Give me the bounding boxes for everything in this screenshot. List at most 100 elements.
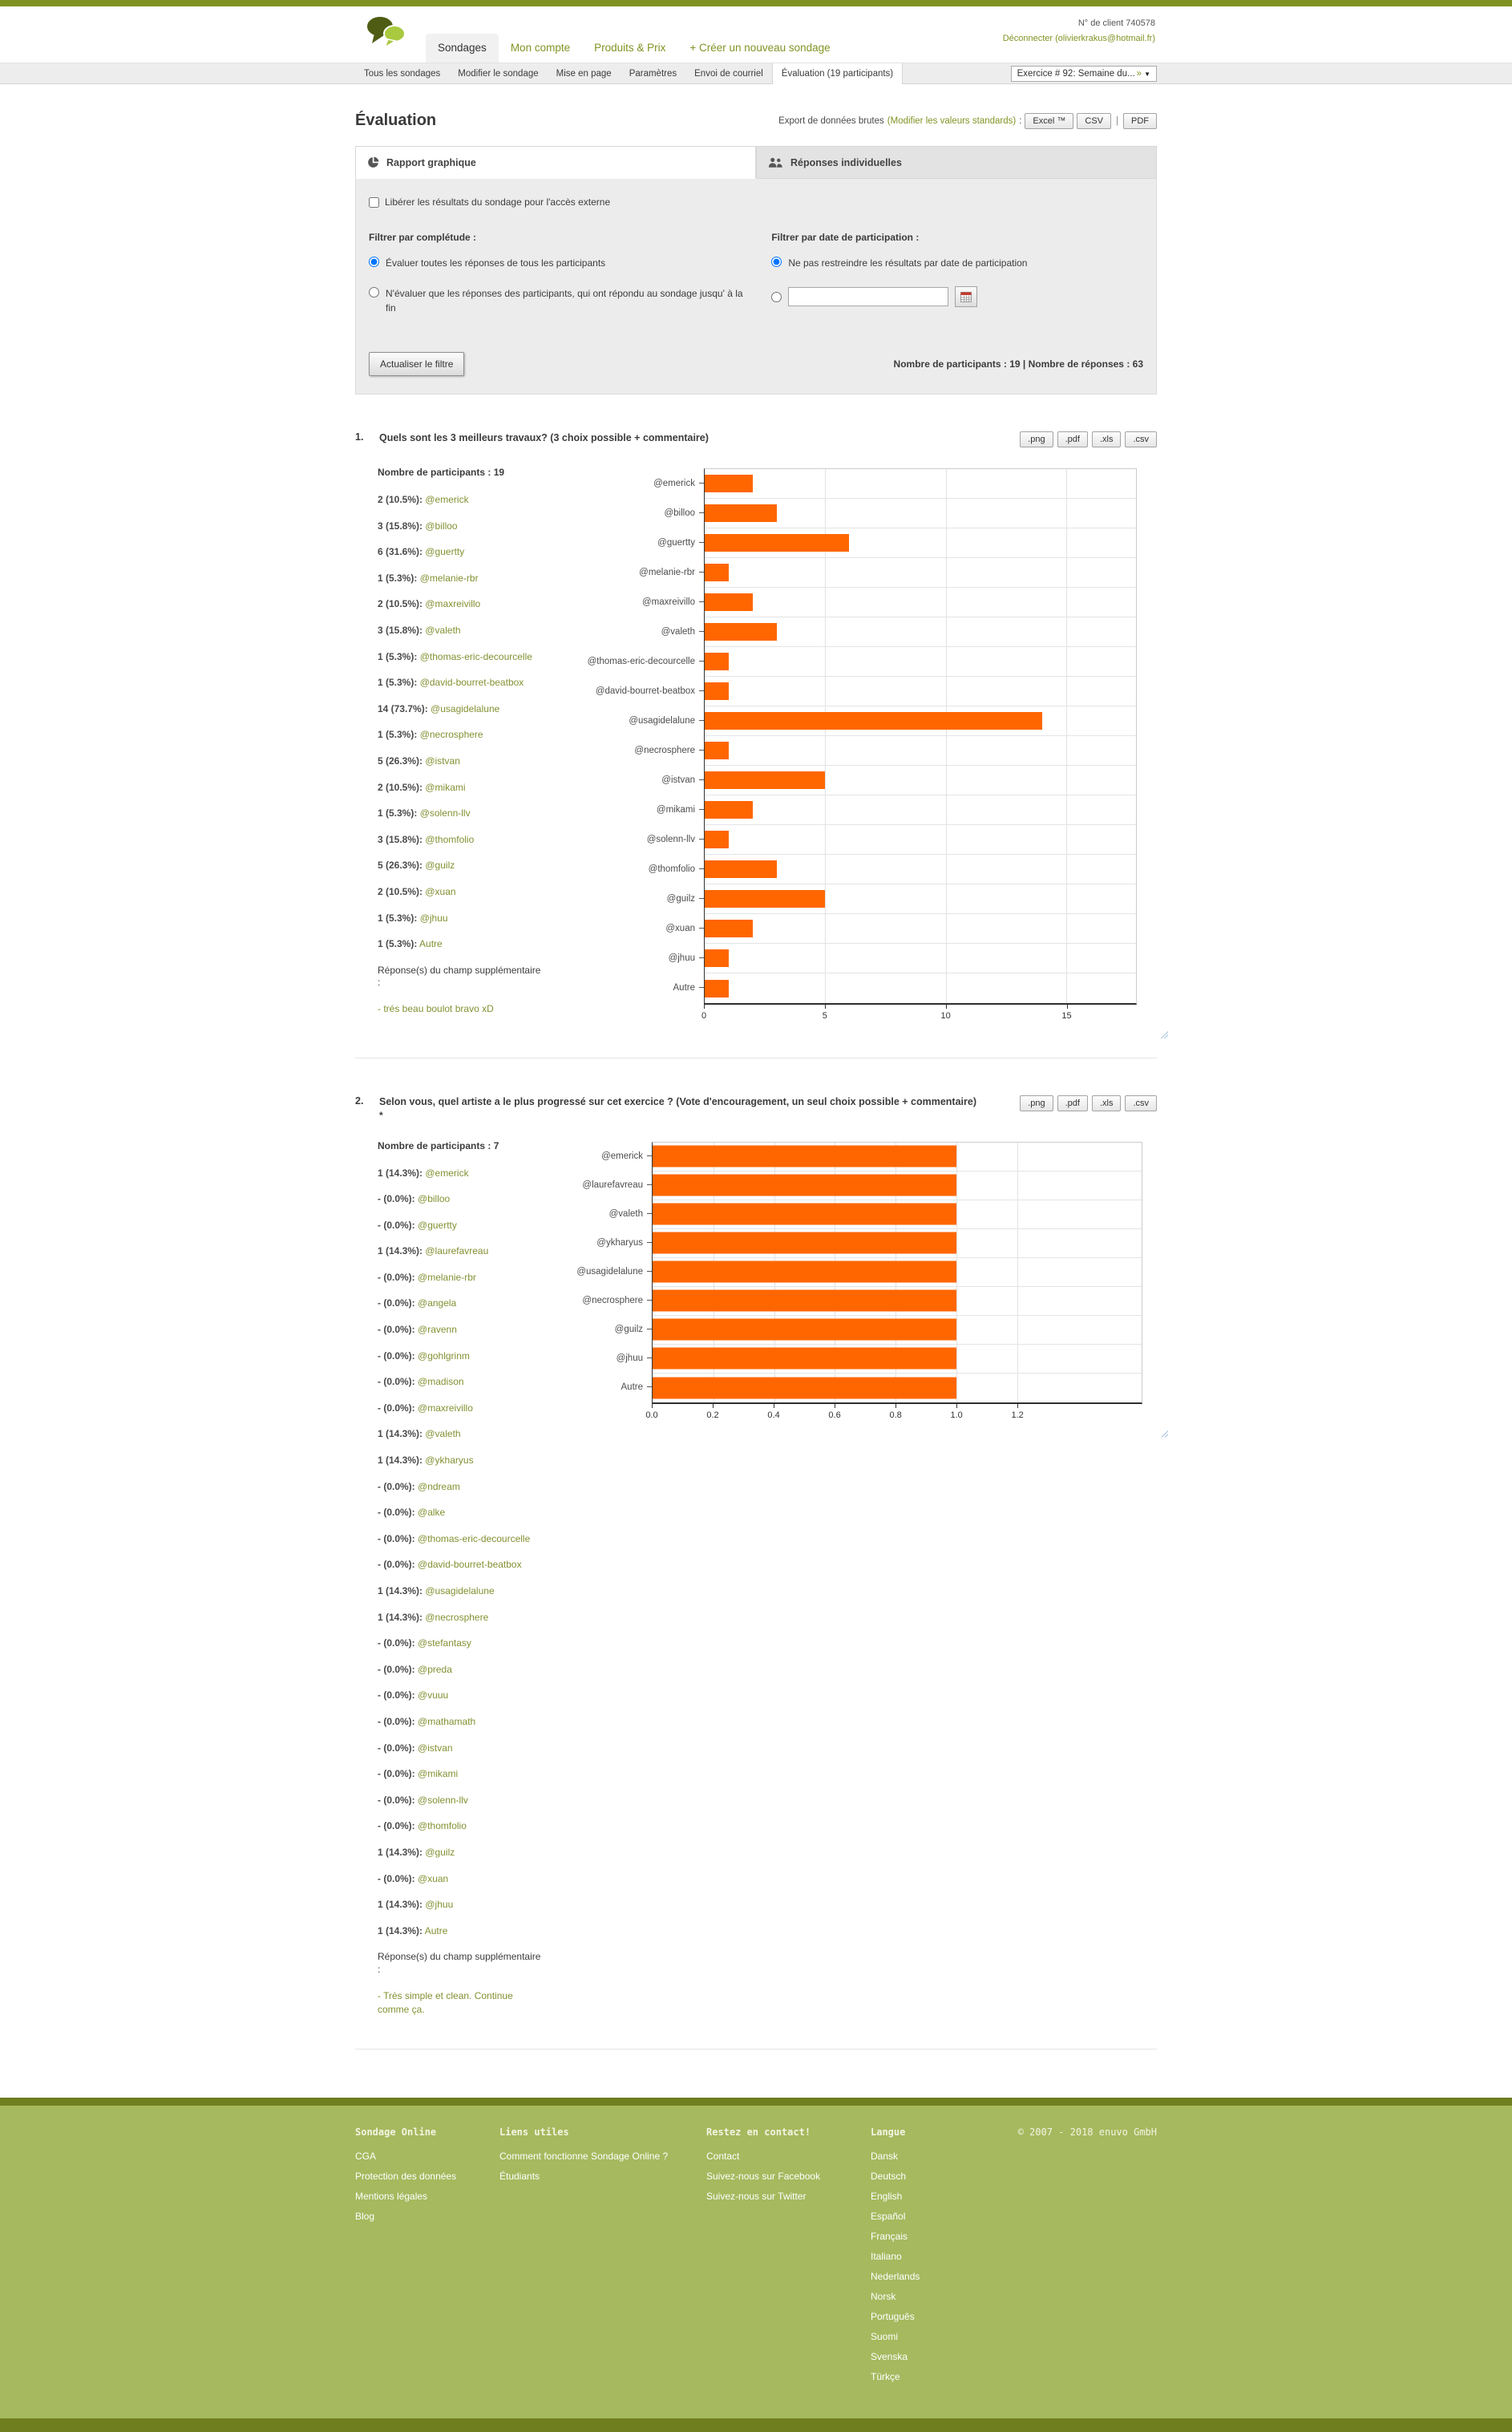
footer-link-dansk[interactable]: Dansk: [871, 2151, 899, 2163]
chart-resize-handle[interactable]: [1159, 1428, 1168, 1438]
date-range-input[interactable]: [788, 287, 949, 306]
subnav-tab-param-tres[interactable]: Paramètres: [629, 69, 677, 79]
subnav-tab-mise-en-page[interactable]: Mise en page: [556, 69, 612, 79]
chart-bar: [653, 1174, 956, 1196]
chart-category-row: @ykharyus: [564, 1228, 652, 1257]
export-excel-button[interactable]: Excel ™: [1025, 112, 1074, 129]
stat-count: 2 (10.5%):: [378, 885, 423, 897]
footer-link-english[interactable]: English: [871, 2191, 903, 2203]
x-tick-label: 0.2: [706, 1410, 719, 1420]
footer-column-title: Sondage Online: [355, 2126, 437, 2139]
logout-link[interactable]: Déconnecter (olivierkrakus@hotmail.fr): [1002, 33, 1155, 43]
chart-bar: [705, 742, 730, 759]
stat-count: - (0.0%):: [378, 1768, 415, 1780]
stat-line: 5 (26.3%): @istvan: [378, 755, 564, 768]
subnav-tab-valuation-19-participants[interactable]: Évaluation (19 participants): [771, 63, 904, 84]
chart-export-xls-button[interactable]: .xls: [1091, 1095, 1122, 1111]
footer-link-suivez-nous-sur-facebook[interactable]: Suivez-nous sur Facebook: [706, 2171, 821, 2183]
chart-category-label: @guilz: [666, 893, 695, 904]
release-results-checkbox[interactable]: [369, 196, 379, 208]
footer-link-espa-ol[interactable]: Español: [871, 2211, 906, 2223]
x-tick-mark: [956, 1403, 958, 1408]
sondage-online-logo[interactable]: [363, 14, 411, 52]
chart-export-csv-button[interactable]: .csv: [1125, 1095, 1157, 1111]
chart-bar: [705, 504, 778, 522]
chart-export-xls-button[interactable]: .xls: [1091, 431, 1122, 447]
chart-category-row: @solenn-llv: [564, 824, 704, 854]
chart-export-pdf-button[interactable]: .pdf: [1057, 1095, 1088, 1111]
site-header: Sondages Mon compte Produits & Prix + Créer…: [0, 6, 1512, 63]
footer-link-protection-des-donn-es[interactable]: Protection des données: [355, 2171, 457, 2183]
tab-graphic-report[interactable]: Rapport graphique: [355, 146, 756, 179]
chart-category-label: @usagidelalune: [576, 1266, 643, 1277]
chart-category-row: @guilz: [564, 1315, 652, 1344]
subnav-tab-modifier-le-sondage[interactable]: Modifier le sondage: [458, 69, 539, 79]
stat-count: 14 (73.7%):: [378, 702, 428, 714]
footer-link-contact[interactable]: Contact: [706, 2151, 740, 2163]
question-title: Selon vous, quel artiste a le plus progr…: [379, 1096, 976, 1107]
chart-export-png-button[interactable]: .png: [1020, 1095, 1053, 1111]
chart-category-row: @usagidelalune: [564, 706, 704, 735]
footer-link-nederlands[interactable]: Nederlands: [871, 2271, 920, 2283]
date-range-radio[interactable]: [771, 291, 782, 302]
chart-row: [705, 677, 1136, 706]
footer-link-suomi[interactable]: Suomi: [871, 2331, 899, 2343]
completeness-all-radio[interactable]: [369, 257, 379, 267]
stat-count: 1 (14.3%):: [378, 1585, 423, 1596]
chart-export-png-button[interactable]: .png: [1020, 431, 1053, 447]
footer-link-norsk[interactable]: Norsk: [871, 2291, 896, 2303]
export-pdf-button[interactable]: PDF: [1123, 112, 1157, 129]
chart-row: [705, 855, 1136, 884]
gridline: [1017, 1142, 1018, 1402]
chart-row: [705, 528, 1136, 558]
nav-item-sondages[interactable]: Sondages: [426, 34, 499, 63]
footer-link-portugu-s[interactable]: Português: [871, 2311, 915, 2323]
footer-link-deutsch[interactable]: Deutsch: [871, 2171, 907, 2183]
calendar-picker-button[interactable]: [955, 286, 978, 307]
footer-link-suivez-nous-sur-twitter[interactable]: Suivez-nous sur Twitter: [706, 2191, 807, 2203]
chart-resize-handle[interactable]: [1159, 1030, 1168, 1038]
completeness-finished-radio[interactable]: [369, 287, 379, 297]
nav-item-produits-prix[interactable]: Produits & Prix: [594, 42, 666, 54]
stat-name: @solenn-llv: [419, 807, 471, 819]
footer-link-blog[interactable]: Blog: [355, 2211, 375, 2223]
footer-link-t-rk-e[interactable]: Türkçe: [871, 2371, 900, 2383]
footer-link-fran-ais[interactable]: Français: [871, 2231, 908, 2243]
chart-category-row: @guilz: [564, 884, 704, 913]
stat-name: Autre: [424, 1924, 448, 1936]
footer-link-mentions-l-gales[interactable]: Mentions légales: [355, 2191, 428, 2203]
footer-link-svenska[interactable]: Svenska: [871, 2351, 908, 2363]
chart-export-pdf-button[interactable]: .pdf: [1057, 431, 1088, 447]
chart-category-label: @thomas-eric-decourcelle: [587, 656, 695, 666]
x-tick-label: 10: [940, 1011, 951, 1021]
chart-category-label: @istvan: [661, 775, 695, 785]
chart-export-csv-button[interactable]: .csv: [1125, 431, 1157, 447]
subnav-tab-envoi-de-courriel[interactable]: Envoi de courriel: [694, 69, 763, 79]
stat-name: @ndream: [418, 1480, 460, 1492]
footer-top-strip: [0, 2098, 1512, 2106]
survey-select-dropdown[interactable]: Exercice # 92: Semaine du...» ▼: [1010, 65, 1157, 82]
footer-link-italiano[interactable]: Italiano: [871, 2251, 902, 2263]
subnav-tab-tous-les-sondages[interactable]: Tous les sondages: [364, 69, 441, 79]
chart-category-label: @valeth: [661, 626, 695, 637]
stat-count: 1 (5.3%):: [378, 572, 418, 584]
chart-category-row: @thomas-eric-decourcelle: [564, 646, 704, 676]
nav-item-cr-er-un-nouveau-sondage[interactable]: + Créer un nouveau sondage: [689, 42, 831, 54]
section-divider: [355, 2049, 1157, 2050]
chart-row: [705, 588, 1136, 617]
refresh-filter-button[interactable]: Actualiser le filtre: [369, 352, 465, 376]
chart-x-axis: 0.0 0.2 0.4 0.6 0.8 1.0 1.2: [645, 1403, 1142, 1425]
date-unrestricted-radio[interactable]: [771, 257, 782, 267]
footer-link-cga[interactable]: CGA: [355, 2151, 377, 2163]
answer-stats-list: 1 (14.3%): @emerick - (0.0%): @billoo - (0…: [378, 1167, 564, 1938]
nav-item-mon-compte[interactable]: Mon compte: [510, 42, 571, 54]
footer-link-comment-fonctionne-sondage-online[interactable]: Comment fonctionne Sondage Online ?: [499, 2151, 669, 2163]
tab-individual-responses[interactable]: Réponses individuelles: [756, 146, 1157, 179]
modify-standard-values-link[interactable]: (Modifier les valeurs standards): [887, 115, 1017, 126]
stat-line: - (0.0%): @madison: [378, 1376, 564, 1389]
export-csv-button[interactable]: CSV: [1077, 112, 1111, 129]
footer-link-tudiants[interactable]: Étudiants: [499, 2171, 540, 2183]
chart-x-axis: 0 5 10 15: [701, 1005, 1137, 1026]
chart-category-label: @david-bourret-beatbox: [595, 686, 695, 696]
raw-export-row: Export de données brutes (Modifier les v…: [778, 112, 1157, 129]
